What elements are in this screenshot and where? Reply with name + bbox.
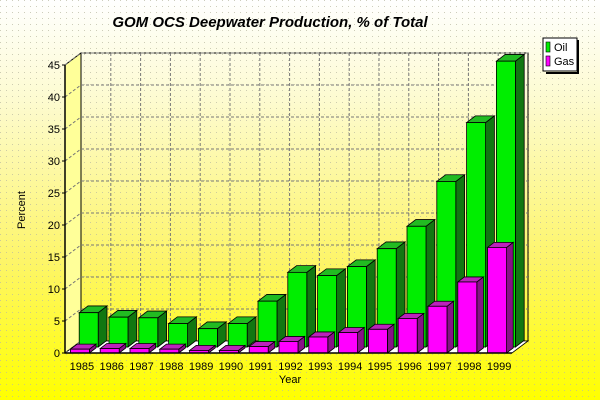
x-tick-label: 1998 [457, 361, 481, 373]
gas-bar [456, 276, 485, 354]
gridline-side [64, 52, 82, 66]
x-tick-label: 1988 [159, 361, 183, 373]
legend-label-gas: Gas [554, 56, 575, 68]
chart-title: GOM OCS Deepwater Production, % of Total [112, 14, 428, 31]
y-tick-label: 5 [54, 316, 60, 328]
gas-bar-front [397, 318, 418, 354]
gas-bar-front [367, 328, 388, 354]
oil-bar [107, 309, 138, 348]
oil-bar [78, 305, 109, 348]
y-tick-label: 30 [48, 156, 60, 168]
gas-bar-side [476, 276, 484, 354]
gas-bar-front [308, 336, 329, 354]
x-tick-label: 1993 [308, 361, 332, 373]
oil-bar-side [515, 53, 525, 348]
legend-label-oil: Oil [554, 42, 567, 54]
gas-bar [397, 312, 425, 354]
y-tick-label: 35 [48, 124, 60, 136]
x-axis-label: Year [279, 374, 302, 386]
x-tick-label: 1995 [368, 361, 392, 373]
x-tick-label: 1987 [129, 361, 153, 373]
oil-bar-front [287, 271, 308, 348]
x-tick-label: 1985 [70, 361, 94, 373]
gas-bar-front [248, 346, 269, 354]
gas-bar-front [427, 305, 448, 354]
gridline-side [64, 116, 82, 130]
y-axis-label: Percent [16, 191, 28, 229]
oil-bar-front [257, 300, 278, 348]
gridline-side [64, 308, 82, 322]
gas-bar [307, 331, 336, 354]
gas-bar-front [457, 281, 478, 354]
gas-bar-side [506, 241, 514, 354]
gas-bar-side [446, 300, 455, 354]
gas-bar [69, 343, 98, 354]
oil-bar-front [168, 323, 189, 348]
gridline-side [64, 180, 82, 194]
oil-bar-front [138, 317, 159, 348]
y-tick-label: 40 [48, 92, 60, 104]
x-tick-label: 1989 [189, 361, 213, 373]
oil-bar [346, 259, 377, 348]
legend-swatch-gas [545, 55, 551, 67]
y-tick-label: 45 [48, 60, 60, 72]
y-tick-label: 0 [54, 348, 60, 360]
x-tick-label: 1991 [248, 361, 272, 373]
legend: Oil Gas [542, 37, 579, 74]
gas-bar [248, 340, 276, 354]
x-tick-label: 1992 [278, 361, 302, 373]
oil-bar-front [227, 323, 248, 348]
oil-bar [197, 321, 228, 348]
oil-bar [167, 316, 198, 348]
x-tick-label: 1986 [99, 361, 123, 373]
y-tick-label: 25 [48, 188, 60, 200]
gas-bar [99, 342, 127, 354]
y-tick-label: 10 [48, 284, 60, 296]
x-tick-label: 1997 [427, 361, 451, 373]
oil-bar-front [197, 328, 218, 348]
gas-bar [426, 300, 455, 354]
gas-bar [337, 326, 366, 354]
gridline-side [64, 212, 82, 226]
x-tick-label: 1996 [397, 361, 421, 373]
gridline-side [64, 148, 82, 162]
oil-bar [137, 310, 168, 348]
legend-swatch-oil [545, 41, 551, 53]
x-tick-label: 1994 [338, 361, 362, 373]
oil-bar [316, 268, 347, 348]
gas-bar [367, 323, 396, 354]
gas-bar [277, 335, 306, 354]
gridline-side [64, 84, 82, 98]
gas-bar [128, 342, 157, 354]
oil-bar [227, 316, 258, 348]
oil-bar [256, 293, 287, 348]
oil-bar [286, 264, 317, 348]
gridline-side [64, 244, 82, 258]
gas-bar-side [416, 312, 425, 354]
gas-bar-front [278, 341, 299, 354]
gas-bar [218, 344, 247, 354]
gas-bar-front [487, 246, 508, 354]
side-wall [64, 52, 82, 354]
gas-bar-front [338, 332, 359, 354]
oil-bar-front [108, 316, 129, 348]
gas-bar [486, 241, 515, 354]
oil-bar-front [78, 312, 99, 348]
y-tick-label: 15 [48, 252, 60, 264]
y-tick-label: 20 [48, 220, 60, 232]
gridline-side [64, 276, 82, 290]
x-tick-label: 1999 [487, 361, 511, 373]
x-tick-label: 1990 [219, 361, 243, 373]
